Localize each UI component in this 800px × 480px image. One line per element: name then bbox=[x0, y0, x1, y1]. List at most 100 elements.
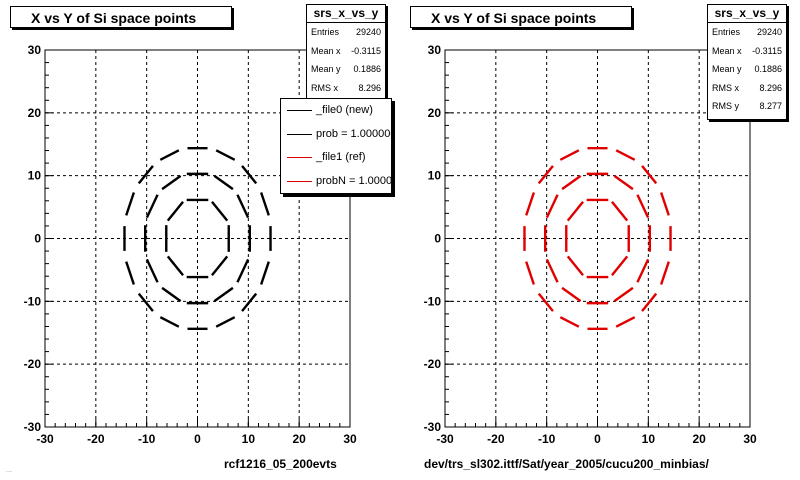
left-plot-title: X vs Y of Si space points bbox=[10, 6, 232, 28]
right-ring-segment bbox=[613, 174, 634, 191]
left-ring-segment bbox=[215, 316, 236, 328]
right-stats-row-rms-x: RMS x 8.296 bbox=[708, 79, 786, 98]
stats-label: RMS y bbox=[712, 101, 739, 111]
left-ring-segment bbox=[159, 149, 180, 161]
left-x-tick-label: -10 bbox=[138, 432, 156, 446]
right-ring-segment bbox=[559, 149, 580, 161]
left-y-tick-label: -30 bbox=[24, 420, 42, 434]
stats-value: 8.296 bbox=[358, 82, 381, 93]
right-x-tick-label: 10 bbox=[642, 432, 656, 446]
right-x-tick-label: 30 bbox=[743, 432, 757, 446]
right-y-tick-label: 30 bbox=[428, 43, 442, 57]
right-ring-segment bbox=[525, 261, 536, 285]
right-y-tick-label: -10 bbox=[424, 294, 442, 308]
right-x-tick-label: 0 bbox=[594, 432, 601, 446]
left-ring-segment bbox=[166, 201, 184, 222]
left-y-tick-label: 20 bbox=[28, 106, 42, 120]
left-y-tick-label: -20 bbox=[24, 357, 42, 371]
stats-value: -0.3115 bbox=[351, 45, 381, 56]
right-x-axis-label: dev/trs_sl302.ittf/Sat/year_2005/cucu200… bbox=[424, 457, 709, 471]
right-stats-box[interactable]: srs_x_vs_y Entries 29240 Mean x -0.3115 … bbox=[707, 4, 787, 120]
left-ring-segment bbox=[215, 149, 236, 161]
stats-value: 8.296 bbox=[759, 82, 782, 93]
left-x-tick-label: 10 bbox=[242, 432, 256, 446]
legend-swatch bbox=[287, 157, 312, 158]
left-ring-segment bbox=[236, 194, 250, 219]
left-y-tick-label: 10 bbox=[28, 169, 42, 183]
legend-swatch bbox=[287, 133, 312, 135]
legend-swatch bbox=[287, 180, 312, 182]
right-ring-segment bbox=[561, 174, 582, 191]
right-x-tick-label: -20 bbox=[487, 432, 505, 446]
right-plot-title: X vs Y of Si space points bbox=[410, 6, 632, 28]
legend-entry: probN = 1.000000 bbox=[281, 170, 391, 194]
right-stats-title: srs_x_vs_y bbox=[708, 5, 786, 23]
legend-entry: _file1 (ref) bbox=[281, 146, 391, 170]
left-stats-row-mean-y: Mean y 0.1886 bbox=[307, 60, 385, 79]
right-ring-segment bbox=[561, 286, 582, 303]
left-ring-segment bbox=[213, 174, 234, 191]
left-x-tick-label: -20 bbox=[87, 432, 105, 446]
right-stats-row-entries: Entries 29240 bbox=[708, 23, 786, 42]
legend-label: prob = 1.000000 bbox=[316, 127, 392, 140]
right-ring-segment bbox=[615, 149, 636, 161]
left-y-tick-label: 30 bbox=[28, 43, 42, 57]
left-stats-row-entries: Entries 29240 bbox=[307, 23, 385, 42]
right-ring-segment bbox=[641, 292, 658, 312]
left-ring-segment bbox=[145, 258, 159, 283]
stats-label: Mean x bbox=[311, 45, 341, 56]
left-x-tick-label: 30 bbox=[343, 432, 357, 446]
stats-label: RMS x bbox=[712, 82, 739, 93]
left-ring-segment bbox=[259, 261, 270, 285]
right-ring-segment bbox=[611, 255, 629, 276]
right-y-tick-label: -30 bbox=[424, 420, 442, 434]
left-legend[interactable]: _file0 (new) prob = 1.000000 _file1 (ref… bbox=[280, 98, 392, 194]
stats-label: Mean y bbox=[311, 64, 341, 74]
left-x-tick-label: -30 bbox=[36, 432, 54, 446]
legend-label: probN = 1.000000 bbox=[316, 174, 392, 187]
right-x-tick-label: -10 bbox=[538, 432, 556, 446]
left-ring-segment bbox=[137, 165, 154, 185]
right-ring-segment bbox=[525, 192, 536, 216]
right-stats-row-mean-y: Mean y 0.1886 bbox=[708, 60, 786, 79]
stats-value: -0.3115 bbox=[752, 45, 782, 56]
stats-label: RMS x bbox=[311, 82, 338, 93]
right-ring-segment bbox=[659, 192, 670, 216]
left-ring-segment bbox=[161, 174, 182, 191]
left-ring-segment bbox=[125, 192, 136, 216]
footer-note: ... bbox=[6, 467, 12, 474]
right-x-tick-label: 20 bbox=[692, 432, 706, 446]
right-ring-segment bbox=[615, 316, 636, 328]
stats-value: 0.1886 bbox=[754, 64, 782, 74]
right-ring-segment bbox=[613, 286, 634, 303]
legend-entry: prob = 1.000000 bbox=[281, 123, 391, 147]
left-ring-segment bbox=[145, 194, 159, 219]
left-y-tick-label: -10 bbox=[24, 294, 42, 308]
right-y-tick-label: 20 bbox=[428, 106, 442, 120]
right-y-tick-label: 0 bbox=[434, 232, 441, 246]
right-ring-segment bbox=[545, 258, 559, 283]
left-ring-segment bbox=[137, 292, 154, 312]
left-ring-segment bbox=[159, 316, 180, 328]
right-y-tick-label: 10 bbox=[428, 169, 442, 183]
left-stats-title: srs_x_vs_y bbox=[307, 5, 385, 23]
right-ring-segment bbox=[636, 194, 650, 219]
legend-label: _file0 (new) bbox=[316, 104, 373, 116]
left-stats-box[interactable]: srs_x_vs_y Entries 29240 Mean x -0.3115 … bbox=[306, 4, 386, 101]
right-ring-segment bbox=[537, 165, 554, 185]
left-ring-segment bbox=[236, 258, 250, 283]
left-ring-segment bbox=[241, 165, 258, 185]
stats-value: 29240 bbox=[355, 27, 381, 37]
legend-swatch bbox=[287, 110, 312, 111]
left-ring-segment bbox=[211, 201, 229, 222]
right-stats-row-mean-x: Mean x -0.3115 bbox=[708, 42, 786, 61]
stats-label: Entries bbox=[712, 27, 741, 37]
right-ring-segment bbox=[566, 255, 584, 276]
stats-value: 8.277 bbox=[759, 101, 782, 111]
left-stats-row-mean-x: Mean x -0.3115 bbox=[307, 42, 385, 61]
left-x-tick-label: 0 bbox=[194, 432, 201, 446]
left-ring-segment bbox=[161, 286, 182, 303]
right-ring-segment bbox=[611, 201, 629, 222]
right-x-tick-label: -30 bbox=[436, 432, 454, 446]
stats-value: 29240 bbox=[756, 27, 782, 37]
